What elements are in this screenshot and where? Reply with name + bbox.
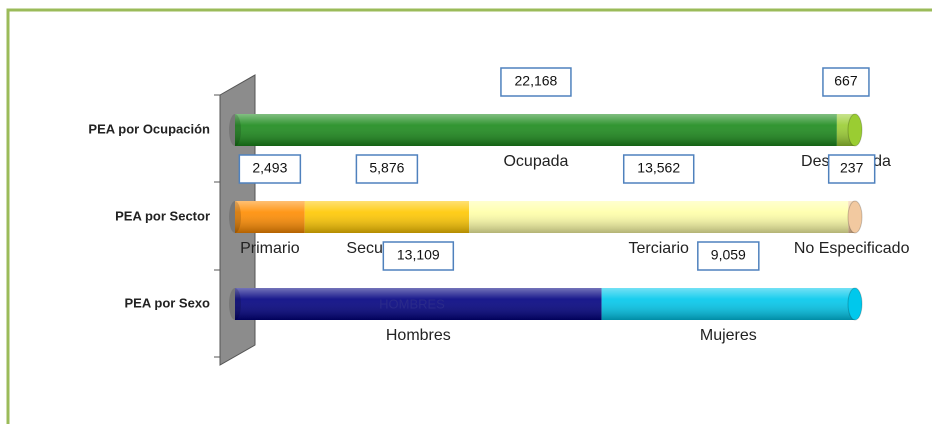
bar-shine bbox=[235, 201, 305, 233]
bar-cap bbox=[229, 288, 241, 320]
value-label: 667 bbox=[834, 73, 858, 89]
bar-cap bbox=[847, 200, 863, 234]
segment-label: Mujeres bbox=[700, 327, 757, 344]
segment-label: Hombres bbox=[386, 327, 451, 344]
bar-shine bbox=[469, 201, 849, 233]
frame bbox=[6, 8, 932, 424]
category-label: PEA por Sexo bbox=[125, 295, 211, 310]
bar-shine bbox=[235, 114, 837, 146]
value-label: 237 bbox=[840, 160, 864, 176]
value-box bbox=[382, 241, 455, 271]
bar-cap bbox=[229, 114, 241, 146]
segment-label: Primario bbox=[240, 240, 300, 257]
bar-cap bbox=[847, 113, 863, 147]
value-label: 5,876 bbox=[369, 160, 404, 176]
segment-label: Ocupada bbox=[503, 153, 568, 170]
value-label: 22,168 bbox=[515, 73, 558, 89]
bar-shine bbox=[304, 201, 470, 233]
category-label: PEA por Ocupación bbox=[88, 121, 210, 136]
segment-label: No Especificado bbox=[794, 240, 910, 257]
axis-ticks bbox=[214, 94, 220, 358]
value-label: 2,493 bbox=[252, 160, 287, 176]
bar-shine bbox=[235, 288, 602, 320]
value-box bbox=[500, 67, 572, 97]
value-label: 9,059 bbox=[711, 247, 746, 263]
segment-label: Terciario bbox=[628, 240, 689, 257]
value-box bbox=[238, 154, 302, 184]
bar-cap bbox=[847, 287, 863, 321]
value-box bbox=[822, 67, 870, 97]
bar-cap bbox=[229, 201, 241, 233]
value-box bbox=[697, 241, 760, 271]
value-label: 13,562 bbox=[637, 160, 680, 176]
category-label: PEA por Sector bbox=[115, 208, 210, 223]
value-box bbox=[622, 154, 695, 184]
annotation: HOMBRES bbox=[379, 296, 445, 311]
value-label: 13,109 bbox=[397, 247, 440, 263]
value-box bbox=[827, 154, 876, 184]
value-box bbox=[355, 154, 419, 184]
bar-shine bbox=[601, 288, 855, 320]
